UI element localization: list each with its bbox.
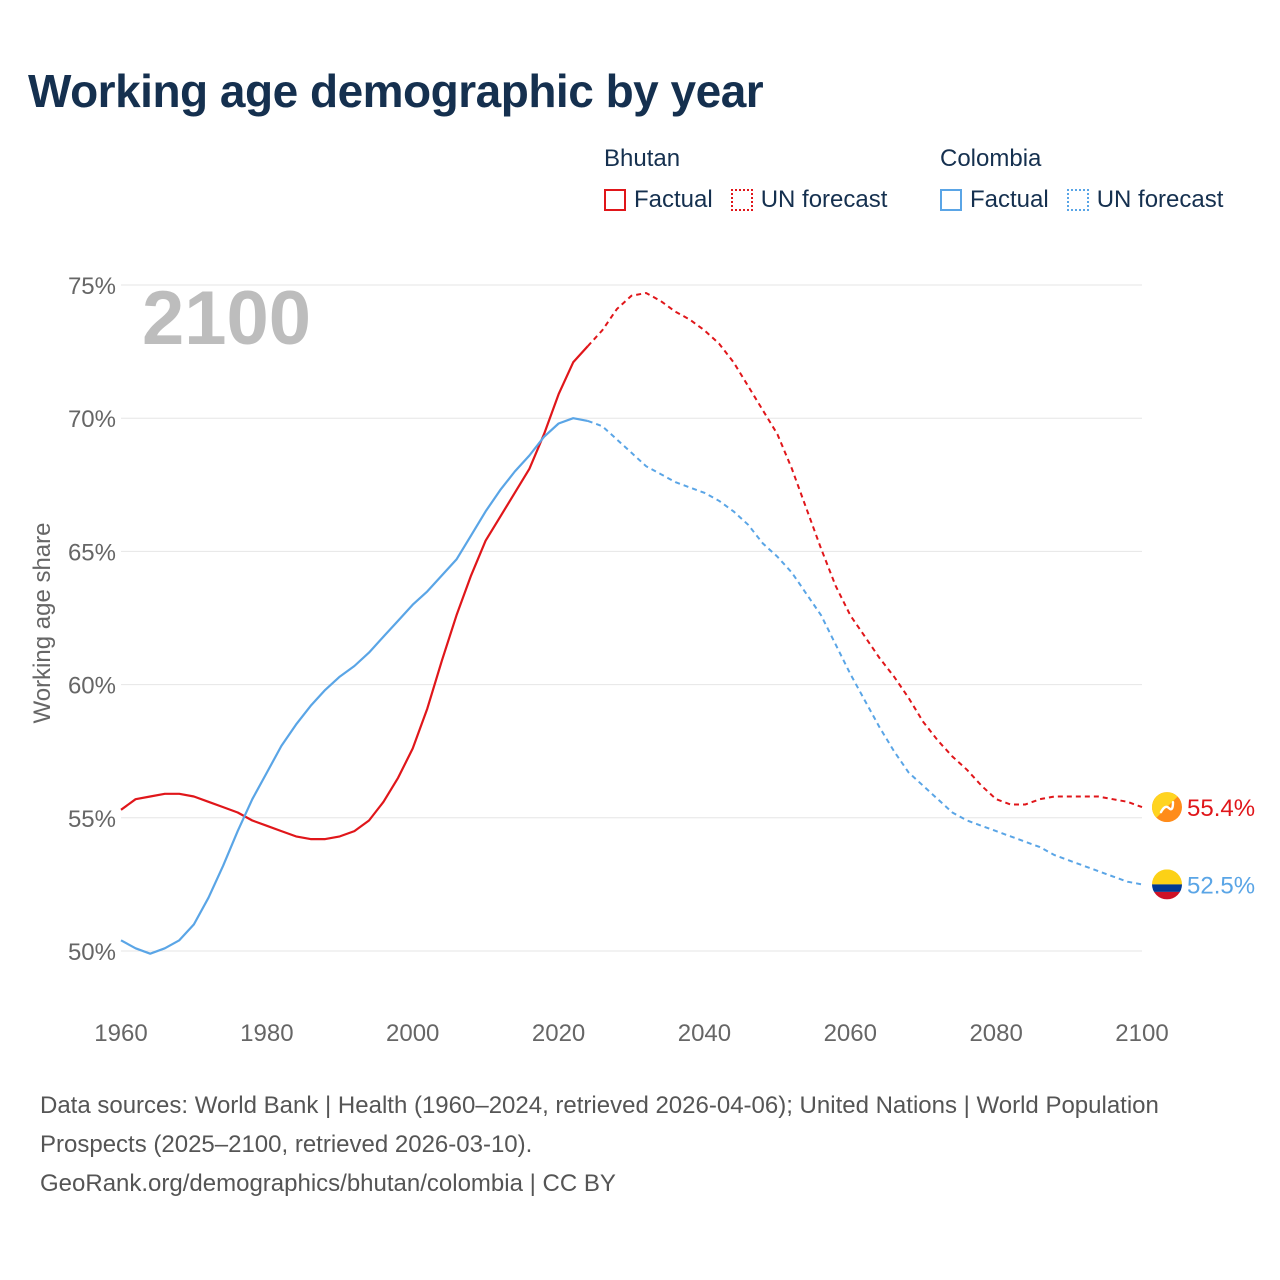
data-sources-text: Data sources: World Bank | Health (1960–… bbox=[40, 1092, 1159, 1158]
series-line-bhutan-factual[interactable] bbox=[120, 345, 589, 841]
series bbox=[120, 291, 1143, 955]
legend-label: Factual bbox=[970, 186, 1049, 213]
legend-item-colombia-factual[interactable]: Factual bbox=[940, 186, 1049, 214]
legend-label: UN forecast bbox=[760, 186, 888, 213]
chart-title: Working age demographic by year bbox=[28, 65, 764, 117]
legend-label: Factual bbox=[634, 186, 713, 213]
y-tick-label: 75% bbox=[68, 273, 116, 300]
legend-item-bhutan-factual[interactable]: Factual bbox=[604, 186, 713, 214]
series-line-colombia-forecast[interactable] bbox=[587, 419, 1143, 886]
legend-item-bhutan-forecast[interactable]: UN forecast bbox=[730, 186, 888, 214]
x-tick-label: 2080 bbox=[969, 1020, 1022, 1047]
year-watermark: 2100 bbox=[142, 276, 311, 361]
gridlines bbox=[121, 284, 1142, 952]
credit-link[interactable]: GeoRank.org/demographics/bhutan/colombia… bbox=[40, 1170, 616, 1197]
x-tick-label: 2060 bbox=[824, 1020, 877, 1047]
y-tick-label: 50% bbox=[68, 939, 116, 966]
end-value-label-colombia: 52.5% bbox=[1187, 872, 1255, 899]
legend-swatch-solid bbox=[940, 189, 962, 211]
legend-group-title: Bhutan bbox=[604, 145, 681, 172]
series-line-colombia-factual[interactable] bbox=[120, 417, 588, 955]
bhutan-flag-icon bbox=[1152, 792, 1182, 823]
legend-item-colombia-forecast[interactable]: UN forecast bbox=[1066, 186, 1224, 214]
legend-label: UN forecast bbox=[1096, 186, 1224, 213]
end-value-label-bhutan: 55.4% bbox=[1187, 795, 1255, 822]
legend-group-bhutan: Bhutan Factual UN forecast bbox=[604, 144, 905, 214]
x-tick-label: 2100 bbox=[1115, 1020, 1168, 1047]
y-axis-label: Working age share bbox=[29, 523, 56, 724]
legend-group-title: Colombia bbox=[940, 145, 1042, 172]
x-tick-label: 2000 bbox=[386, 1020, 439, 1047]
y-tick-label: 60% bbox=[68, 673, 116, 700]
x-tick-label: 2020 bbox=[532, 1020, 585, 1047]
colombia-flag-icon bbox=[1152, 869, 1182, 900]
y-tick-label: 70% bbox=[68, 406, 116, 433]
source-footer: Data sources: World Bank | Health (1960–… bbox=[40, 1086, 1240, 1203]
legend-group-colombia: Colombia Factual UN forecast bbox=[940, 144, 1241, 214]
axes: 50% 55% 60% 65% 70% 75% 1960 1980 2000 2020 2040 20… bbox=[68, 273, 1169, 1047]
legend-swatch-dotted bbox=[1066, 189, 1089, 211]
y-tick-label: 55% bbox=[68, 806, 116, 833]
legend-swatch-solid bbox=[604, 189, 626, 211]
y-tick-label: 65% bbox=[68, 539, 116, 566]
x-tick-label: 1960 bbox=[94, 1020, 147, 1047]
legend-swatch-dotted bbox=[730, 189, 753, 211]
series-line-bhutan-forecast[interactable] bbox=[586, 291, 1143, 809]
x-tick-label: 1980 bbox=[240, 1020, 293, 1047]
end-labels: 55.4% 52.5% bbox=[1152, 792, 1255, 900]
x-tick-label: 2040 bbox=[678, 1020, 731, 1047]
